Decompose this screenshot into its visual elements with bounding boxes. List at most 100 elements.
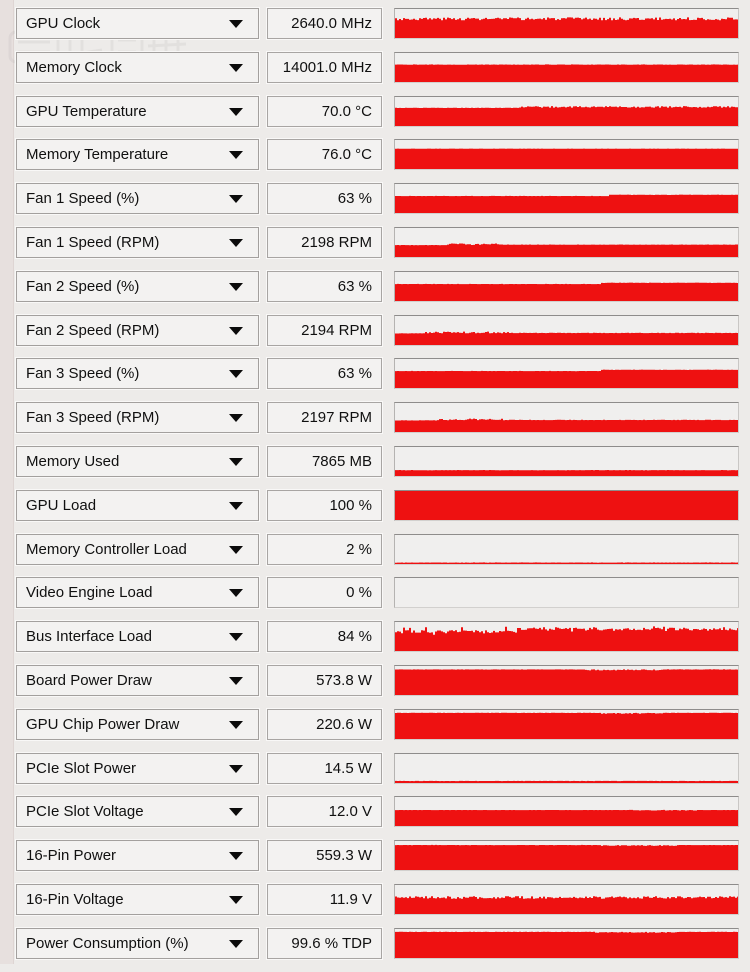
sensor-graph-plot	[395, 148, 738, 170]
chevron-down-icon	[229, 939, 243, 948]
sensor-select[interactable]: Memory Controller Load	[16, 533, 259, 565]
chevron-down-icon	[229, 895, 243, 904]
sensor-row: Memory Temperature 76.0 °C	[16, 139, 739, 171]
sensor-graph-plot	[395, 931, 738, 958]
sensor-row: Memory Controller Load 2 %	[16, 533, 739, 565]
sensor-select[interactable]: Bus Interface Load	[16, 621, 259, 653]
sensor-graph-plot	[395, 331, 738, 345]
sensor-value: 220.6 W	[267, 708, 382, 740]
sensor-label: GPU Clock	[26, 15, 101, 32]
sensor-value: 2194 RPM	[267, 314, 382, 346]
chevron-down-icon	[229, 676, 243, 685]
chevron-down-icon	[229, 282, 243, 291]
sensor-select[interactable]: Fan 2 Speed (RPM)	[16, 314, 259, 346]
sensor-value-text: 7865 MB	[311, 452, 372, 470]
sensor-row: Fan 2 Speed (RPM) 2194 RPM	[16, 314, 739, 346]
sensor-row: GPU Clock 2640.0 MHz	[16, 8, 739, 39]
chevron-down-icon	[229, 808, 243, 817]
sensor-label: GPU Chip Power Draw	[26, 715, 180, 733]
sensor-select[interactable]: GPU Clock	[16, 8, 259, 39]
sensor-select[interactable]: Fan 1 Speed (%)	[16, 183, 259, 215]
sensor-value-text: 2 %	[346, 540, 372, 558]
sensor-graph-plot	[395, 712, 738, 739]
chevron-down-icon	[229, 720, 243, 729]
sensor-select[interactable]: 16-Pin Voltage	[16, 883, 259, 915]
sensor-row: Board Power Draw 573.8 W	[16, 664, 739, 696]
sensor-graph	[394, 621, 739, 653]
sensor-graph-plot	[395, 105, 738, 126]
sensor-graph	[394, 402, 739, 434]
sensor-row: Fan 3 Speed (%) 63 %	[16, 358, 739, 390]
sensor-select[interactable]: Memory Clock	[16, 51, 259, 83]
sensor-select[interactable]: Fan 1 Speed (RPM)	[16, 226, 259, 258]
sensor-value: 2 %	[267, 533, 382, 565]
sensor-graph	[394, 752, 739, 784]
sensor-row: Fan 1 Speed (%) 63 %	[16, 183, 739, 215]
sensor-row: GPU Temperature 70.0 °C	[16, 95, 739, 127]
chevron-down-icon	[229, 195, 243, 204]
sensor-graph	[394, 139, 739, 171]
sensor-graph	[394, 577, 739, 609]
sensor-value: 11.9 V	[267, 883, 382, 915]
sensor-label: Board Power Draw	[26, 671, 152, 689]
sensor-label: PCIe Slot Power	[26, 759, 137, 777]
sensor-row: Power Consumption (%) 99.6 % TDP	[16, 927, 739, 959]
sensor-select[interactable]: GPU Temperature	[16, 95, 259, 127]
sensor-value-text: 63 %	[337, 365, 372, 383]
sensor-value: 99.6 % TDP	[267, 927, 382, 959]
sensor-value-text: 2640.0 MHz	[291, 15, 372, 32]
sensor-value-text: 70.0 °C	[321, 102, 372, 120]
sensor-select[interactable]: Memory Temperature	[16, 139, 259, 171]
sensor-graph-plot	[395, 578, 738, 607]
sensor-select[interactable]: GPU Chip Power Draw	[16, 708, 259, 740]
sensor-row: Fan 1 Speed (RPM) 2198 RPM	[16, 226, 739, 258]
sensor-select[interactable]: Fan 3 Speed (RPM)	[16, 402, 259, 434]
sensor-graph-plot	[395, 282, 738, 301]
chevron-down-icon	[229, 852, 243, 861]
sensor-value: 0 %	[267, 577, 382, 609]
sensor-value-text: 2194 RPM	[301, 321, 372, 339]
sensor-row: Video Engine Load 0 %	[16, 577, 739, 609]
sensor-select[interactable]: PCIe Slot Power	[16, 752, 259, 784]
sensor-value-text: 84 %	[337, 628, 372, 646]
sensor-row: GPU Load 100 %	[16, 489, 739, 521]
sensor-graph	[394, 927, 739, 959]
sensor-label: Memory Clock	[26, 58, 122, 76]
sensor-select[interactable]: GPU Load	[16, 489, 259, 521]
sensor-graph	[394, 533, 739, 565]
chevron-down-icon	[229, 151, 243, 160]
sensor-label: Fan 1 Speed (RPM)	[26, 233, 160, 251]
sensor-graph	[394, 445, 739, 477]
chevron-down-icon	[229, 238, 243, 247]
sensor-select[interactable]: Video Engine Load	[16, 577, 259, 609]
sensor-value-text: 63 %	[337, 190, 372, 208]
sensor-row: GPU Chip Power Draw 220.6 W	[16, 708, 739, 740]
sensor-value-text: 99.6 % TDP	[291, 934, 372, 952]
sensor-value: 2640.0 MHz	[267, 8, 382, 39]
sensor-select[interactable]: Fan 3 Speed (%)	[16, 358, 259, 390]
sensor-select[interactable]: Memory Used	[16, 445, 259, 477]
chevron-down-icon	[229, 545, 243, 554]
sensor-select[interactable]: Fan 2 Speed (%)	[16, 270, 259, 302]
sensor-label: Memory Controller Load	[26, 540, 187, 558]
sensor-graph	[394, 8, 739, 39]
sensor-select[interactable]: Board Power Draw	[16, 664, 259, 696]
sensor-value-text: 12.0 V	[328, 803, 372, 821]
sensor-select[interactable]: Power Consumption (%)	[16, 927, 259, 959]
sensor-row: PCIe Slot Voltage 12.0 V	[16, 796, 739, 828]
sensor-row: Memory Clock 14001.0 MHz	[16, 51, 739, 83]
sensor-value: 14.5 W	[267, 752, 382, 784]
sensor-value: 63 %	[267, 183, 382, 215]
sensor-value-text: 2198 RPM	[301, 233, 372, 251]
chevron-down-icon	[229, 589, 243, 598]
sensor-value-text: 0 %	[346, 584, 372, 602]
sensor-value: 7865 MB	[267, 445, 382, 477]
sensor-graph-plot	[395, 896, 738, 914]
sensor-row: Fan 2 Speed (%) 63 %	[16, 270, 739, 302]
chevron-down-icon	[229, 20, 243, 28]
sensor-select[interactable]: PCIe Slot Voltage	[16, 796, 259, 828]
left-edge-strip	[0, 0, 14, 964]
sensor-graph-plot	[395, 810, 738, 827]
sensor-select[interactable]: 16-Pin Power	[16, 840, 259, 872]
sensor-label: 16-Pin Power	[26, 847, 117, 865]
